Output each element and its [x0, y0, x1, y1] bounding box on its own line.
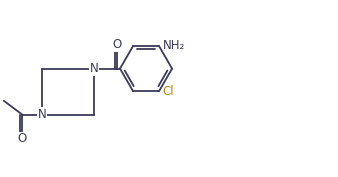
Text: Cl: Cl — [162, 85, 174, 98]
Text: O: O — [17, 133, 26, 145]
Text: N: N — [38, 108, 46, 121]
Text: NH₂: NH₂ — [163, 39, 185, 52]
Text: O: O — [112, 38, 122, 51]
Text: N: N — [90, 62, 98, 75]
